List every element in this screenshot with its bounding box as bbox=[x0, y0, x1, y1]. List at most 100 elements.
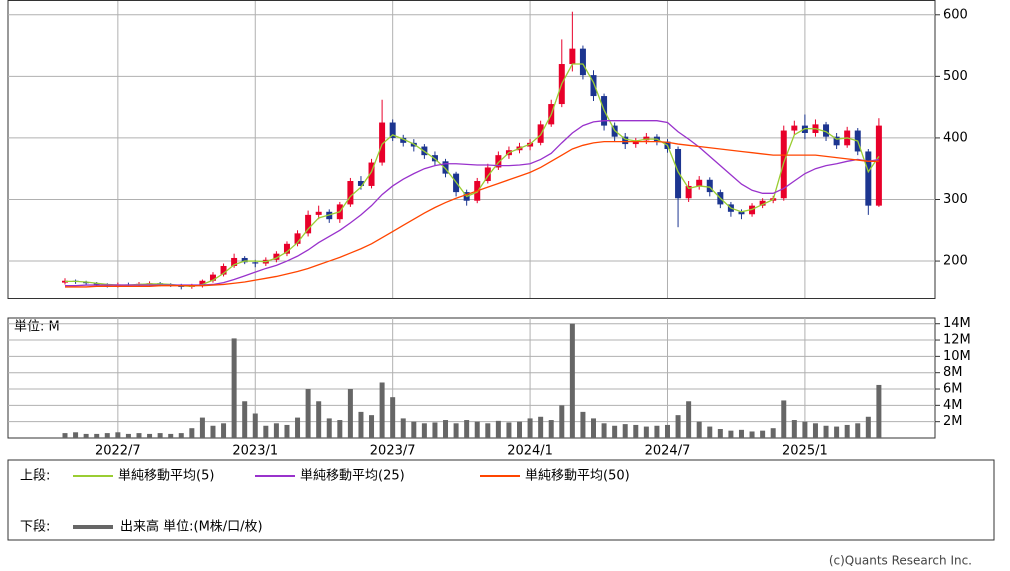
volume-bar bbox=[62, 433, 68, 438]
volume-bar bbox=[168, 433, 174, 438]
volume-bar bbox=[686, 401, 692, 438]
volume-bar bbox=[189, 428, 195, 438]
volume-bar bbox=[358, 411, 364, 438]
volume-bar bbox=[844, 424, 850, 438]
candle-body bbox=[273, 253, 280, 260]
volume-bar bbox=[178, 433, 184, 438]
candle-body bbox=[379, 122, 386, 163]
unit-label: 単位: M bbox=[14, 319, 60, 335]
y-tick-label: 4M bbox=[943, 398, 963, 413]
volume-bar bbox=[717, 429, 723, 438]
x-tick-label: 2024/1 bbox=[507, 444, 553, 459]
legend-box bbox=[7, 459, 995, 541]
volume-bar bbox=[390, 397, 396, 438]
ma-line bbox=[65, 140, 879, 288]
volume-bar bbox=[337, 420, 343, 438]
candle-body bbox=[696, 179, 703, 186]
volume-bar bbox=[802, 421, 808, 438]
volume-bar bbox=[157, 433, 163, 438]
candle-body bbox=[823, 124, 830, 137]
candle-body bbox=[675, 149, 682, 199]
volume-bar bbox=[876, 384, 882, 438]
volume-bar bbox=[559, 405, 565, 438]
y-tick-label: 12M bbox=[943, 333, 971, 348]
candle-body bbox=[622, 136, 629, 145]
y-tick-label: 14M bbox=[943, 316, 971, 331]
volume-bar bbox=[506, 422, 512, 438]
volume-bar bbox=[199, 417, 205, 438]
candle-body bbox=[495, 155, 502, 168]
volume-bar bbox=[263, 425, 269, 438]
volume-bar bbox=[728, 430, 734, 438]
volume-bar bbox=[760, 430, 766, 438]
candle-body bbox=[241, 257, 248, 263]
volume-bar bbox=[242, 401, 248, 438]
volume-bar bbox=[538, 416, 544, 438]
legend-entry: 単純移動平均(50) bbox=[525, 468, 630, 484]
volume-bar bbox=[421, 423, 427, 438]
legend-label: 上段: bbox=[20, 469, 50, 484]
volume-bar bbox=[855, 423, 861, 438]
x-tick-label: 2023/7 bbox=[370, 444, 416, 459]
volume-bar bbox=[664, 424, 670, 438]
candle-body bbox=[199, 280, 206, 286]
candle-body bbox=[252, 262, 259, 264]
candle-body bbox=[590, 75, 597, 97]
volume-bar bbox=[379, 382, 385, 438]
volume-bar bbox=[136, 433, 142, 438]
volume-bar bbox=[411, 421, 417, 438]
volume-bar bbox=[580, 411, 586, 438]
volume-bar bbox=[400, 418, 406, 438]
candle-body bbox=[738, 211, 745, 215]
legend-entry: 単純移動平均(5) bbox=[118, 468, 214, 484]
volume-bar bbox=[707, 426, 713, 438]
volume-bar bbox=[548, 420, 554, 438]
candle-body bbox=[231, 257, 238, 266]
candle-body bbox=[759, 200, 766, 206]
price-frame bbox=[7, 0, 936, 299]
volume-bar bbox=[485, 423, 491, 438]
y-tick-label: 10M bbox=[943, 349, 971, 364]
candle-body bbox=[368, 162, 375, 186]
y-tick-label: 600 bbox=[943, 7, 968, 22]
copyright: (c)Quants Research Inc. bbox=[829, 554, 972, 568]
volume-bar bbox=[654, 425, 660, 438]
candle-body bbox=[305, 214, 312, 234]
volume-bar bbox=[464, 420, 470, 438]
candle-body bbox=[791, 125, 798, 131]
volume-bar bbox=[569, 323, 575, 438]
volume-bar bbox=[738, 429, 744, 438]
volume-bar bbox=[749, 431, 755, 438]
y-tick-label: 2M bbox=[943, 414, 963, 429]
candle-body bbox=[442, 161, 449, 174]
volume-bar bbox=[326, 418, 332, 438]
x-tick-label: 2025/1 bbox=[782, 444, 828, 459]
candle-body bbox=[294, 233, 301, 244]
candle-body bbox=[347, 181, 354, 205]
volume-bar bbox=[781, 400, 787, 438]
volume-bar bbox=[316, 401, 322, 438]
x-tick-label: 2022/7 bbox=[95, 444, 141, 459]
volume-frame bbox=[7, 317, 936, 439]
volume-bar bbox=[601, 423, 607, 438]
volume-bar bbox=[210, 425, 216, 438]
candle-body bbox=[685, 185, 692, 199]
y-tick-label: 200 bbox=[943, 254, 968, 269]
y-tick-label: 6M bbox=[943, 382, 963, 397]
volume-bar bbox=[252, 413, 258, 438]
y-tick-label: 500 bbox=[943, 69, 968, 84]
volume-bar bbox=[347, 389, 353, 438]
volume-bar bbox=[115, 432, 121, 438]
volume-bar bbox=[675, 415, 681, 438]
candle-body bbox=[579, 48, 586, 76]
volume-bar bbox=[305, 389, 311, 438]
volume-bar bbox=[823, 425, 829, 438]
volume-bar bbox=[73, 432, 79, 438]
volume-bar bbox=[221, 423, 227, 438]
legend-entry: 出来高 単位:(M株/口/枚) bbox=[120, 519, 263, 535]
volume-bar bbox=[474, 421, 480, 438]
candle-body bbox=[875, 125, 882, 206]
candle-body bbox=[315, 211, 322, 215]
volume-bar bbox=[622, 424, 628, 438]
candle-body bbox=[865, 151, 872, 206]
